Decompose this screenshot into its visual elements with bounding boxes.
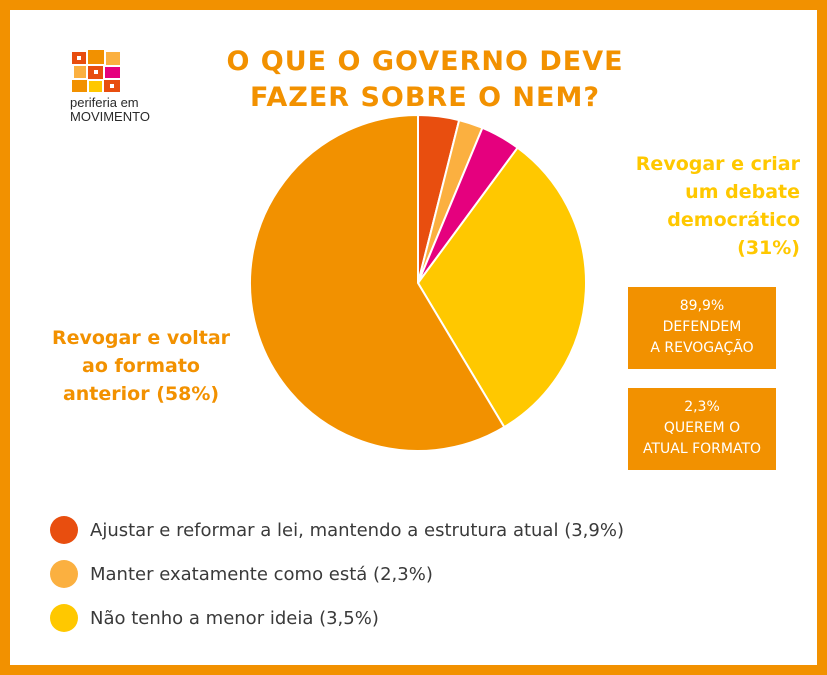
logo-line-2: MOVIMENTO: [70, 109, 150, 124]
label-right-line-1: Revogar e criar: [635, 153, 800, 175]
stat-2-line-1: 2,3%: [684, 399, 720, 415]
label-left-line-1: Revogar e voltar: [51, 327, 231, 349]
legend-item: Manter exatamente como está (2,3%): [50, 552, 770, 596]
legend-label-ajustar: Ajustar e reformar a lei, mantendo a est…: [90, 519, 624, 541]
legend-item: Não tenho a menor ideia (3,5%): [50, 596, 770, 640]
label-right-line-2: um debate: [685, 181, 800, 203]
stat-1-line-1: 89,9%: [679, 298, 725, 314]
stat-1-line-3: A REVOGAÇÃO: [650, 340, 754, 356]
stat-2-line-3: ATUAL FORMATO: [642, 441, 762, 457]
stat-box-revogacao: 89,9% DEFENDEM A REVOGAÇÃO: [628, 287, 776, 369]
label-left-line-2: ao formato: [82, 355, 200, 377]
label-right-line-3: democrático (31%): [667, 209, 800, 259]
legend: Ajustar e reformar a lei, mantendo a est…: [50, 508, 770, 640]
chart-title: O QUE O GOVERNO DEVE FAZER SOBRE O NEM?: [200, 44, 650, 116]
legend-dot-manter: [50, 560, 78, 588]
legend-label-manter: Manter exatamente como está (2,3%): [90, 563, 433, 585]
logo-mark-icon: [72, 50, 120, 92]
stat-box-atual-formato: 2,3% QUEREM O ATUAL FORMATO: [628, 388, 776, 470]
stat-1-line-2: DEFENDEM: [662, 319, 742, 335]
label-left-line-3: anterior (58%): [62, 383, 220, 405]
stat-2-line-2: QUEREM O: [663, 420, 741, 436]
logo: periferia em MOVIMENTO: [70, 48, 160, 124]
legend-dot-nao-sei: [50, 604, 78, 632]
pie-slice-4: [249, 113, 506, 452]
label-revogar-criar: Revogar e criar um debate democrático (3…: [600, 150, 800, 262]
logo-line-1: periferia em: [70, 95, 139, 110]
legend-label-nao-sei: Não tenho a menor ideia (3,5%): [90, 607, 379, 629]
legend-item: Ajustar e reformar a lei, mantendo a est…: [50, 508, 770, 552]
title-line-2: FAZER SOBRE O NEM?: [250, 82, 600, 113]
pie-slice-3: [416, 146, 587, 429]
legend-dot-ajustar: [50, 516, 78, 544]
label-revogar-voltar: Revogar e voltar ao formato anterior (58…: [36, 324, 246, 408]
title-line-1: O QUE O GOVERNO DEVE: [226, 46, 624, 77]
